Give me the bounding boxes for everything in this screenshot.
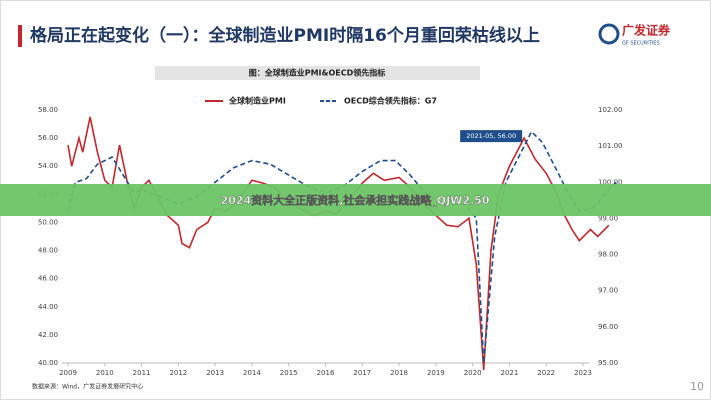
- x-tick-label: 2016: [317, 369, 335, 377]
- x-tick-label: 2013: [206, 369, 224, 377]
- x-tick-label: 2010: [96, 369, 114, 377]
- x-tick-label: 2017: [353, 369, 371, 377]
- annotation-box: [460, 130, 523, 143]
- y2-tick-label: 98.00: [598, 251, 618, 259]
- y-tick-label: 54.00: [38, 162, 58, 170]
- y-tick-label: 42.00: [38, 331, 58, 339]
- x-tick-label: 2020: [464, 369, 482, 377]
- annotation-text: 2021-05, 56.00: [466, 132, 516, 140]
- banner: [0, 184, 711, 216]
- x-tick-label: 2021: [501, 369, 519, 377]
- y-tick-label: 40.00: [38, 359, 58, 367]
- x-tick-label: 2015: [280, 369, 298, 377]
- y2-tick-label: 101.00: [598, 142, 623, 150]
- page-number: 10: [690, 380, 704, 393]
- y-tick-label: 44.00: [38, 303, 58, 311]
- title-bar: [18, 25, 22, 47]
- chart-title: 图：全球制造业PMI&OECD领先指标: [249, 68, 386, 78]
- x-tick-label: 2019: [427, 369, 445, 377]
- banner-text: 2024资料大全正版资料,社会承担实践战略_QJW2.50: [220, 193, 489, 207]
- legend-label: OECD综合领先指标：G7: [344, 96, 437, 106]
- legend-label: 全球制造业PMI: [228, 96, 286, 106]
- x-tick-label: 2023: [574, 369, 592, 377]
- x-tick-label: 2018: [390, 369, 408, 377]
- y2-tick-label: 96.00: [598, 323, 618, 331]
- y-tick-label: 48.00: [38, 247, 58, 255]
- x-tick-label: 2014: [243, 369, 261, 377]
- y-tick-label: 46.00: [38, 275, 58, 283]
- y-tick-label: 58.00: [38, 106, 58, 114]
- chart-title-box: [155, 66, 480, 80]
- y2-tick-label: 100.00: [598, 178, 623, 186]
- y2-tick-label: 97.00: [598, 287, 618, 295]
- y2-tick-label: 99.00: [598, 214, 618, 222]
- x-tick-label: 2022: [537, 369, 555, 377]
- logo-sub: GF SECURITIES: [622, 41, 660, 47]
- x-tick-label: 2009: [59, 369, 77, 377]
- y2-tick-label: 102.00: [598, 106, 623, 114]
- logo-icon: [598, 23, 620, 45]
- x-tick-label: 2012: [169, 369, 187, 377]
- source: 数据来源：Wind，广发证券发展研究中心: [32, 383, 143, 391]
- y-tick-label: 50.00: [38, 218, 58, 226]
- y2-tick-label: 95.00: [598, 359, 618, 367]
- logo-name: 广发证券: [622, 23, 671, 38]
- x-tick-label: 2011: [133, 369, 151, 377]
- y-tick-label: 56.00: [38, 134, 58, 142]
- slide-title: 格局正在起变化（一）：全球制造业PMI时隔16个月重回荣枯线以上: [30, 25, 540, 46]
